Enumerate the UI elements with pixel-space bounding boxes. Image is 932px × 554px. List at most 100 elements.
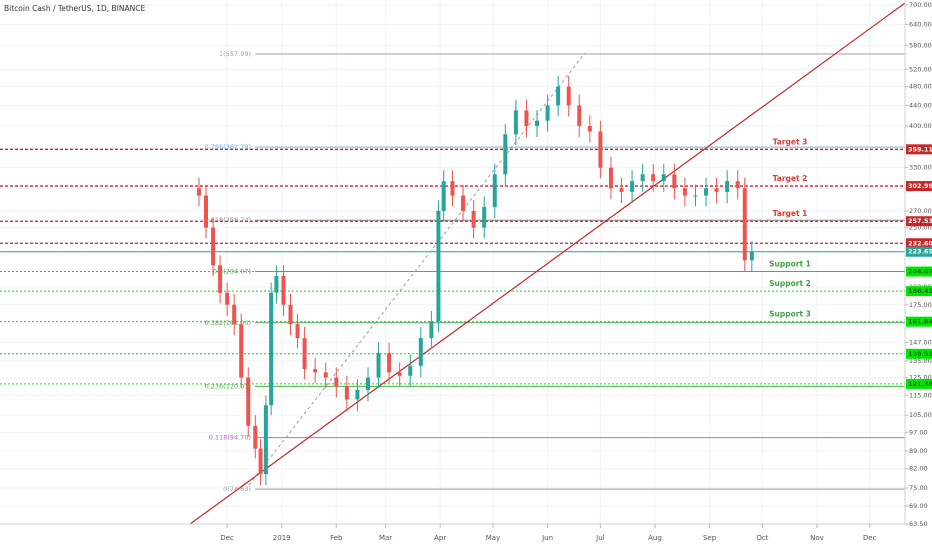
y-tick-label: 330.00 (909, 164, 932, 172)
y-tick-label: 125.00 (909, 374, 932, 382)
candle-body (408, 365, 413, 376)
price-label: 232.60 (908, 239, 932, 247)
candle-body (295, 324, 300, 339)
candle-body (503, 134, 508, 175)
price-label-bg (906, 144, 932, 155)
candle-body (682, 188, 687, 196)
candle-body (513, 110, 518, 135)
candle-body (441, 181, 446, 212)
level-annotation: Target 3 (773, 137, 808, 146)
candle-body (461, 195, 466, 212)
candle-body (482, 207, 487, 228)
fib-trend-line (248, 52, 586, 486)
candle-body (524, 110, 529, 127)
candle-body (545, 105, 550, 121)
levels: 1(557.99) 0.786(362.79) 0.618(258.74) 0.5(2… (0, 50, 905, 493)
candle-body (598, 131, 603, 168)
fib-label: 0.618(258.74) (205, 216, 251, 224)
axes: 700.00 640.00 580.00 520.00 480.00 440.00 400.… (220, 1, 932, 542)
candle-body (355, 390, 360, 400)
candle-body (387, 353, 392, 373)
fib-label: 0.236(120.01) (205, 382, 251, 390)
price-label-bg (906, 316, 932, 327)
y-tick-label: 115.00 (909, 392, 932, 400)
x-tick-label: Apr (434, 534, 446, 542)
fib-label: 1(557.99) (219, 50, 251, 58)
candle-body (258, 448, 263, 475)
candle-body (376, 353, 381, 378)
level-annotation: Support 2 (769, 279, 811, 288)
candle-body (535, 120, 540, 127)
x-tick-label: May (486, 534, 500, 542)
candle-body (471, 211, 476, 228)
price-label: 302.99 (908, 182, 932, 190)
price-label-bg (906, 246, 932, 257)
y-tick-label: 82.00 (909, 465, 928, 473)
candle-body (672, 174, 677, 189)
trend-line (174, 2, 906, 536)
candle-body (630, 181, 635, 192)
candle-body (742, 188, 747, 261)
x-tick-label: Sep (703, 534, 717, 542)
y-tick-label: 580.00 (909, 42, 932, 50)
candle-body (204, 195, 209, 228)
candle-body (640, 174, 645, 182)
candle-body (619, 188, 624, 192)
x-tick-label: Aug (648, 534, 662, 542)
y-tick-label: 400.00 (909, 122, 932, 130)
candle-body (651, 174, 656, 182)
level-annotation: Support 3 (769, 310, 811, 319)
candle-body (714, 188, 719, 192)
candle-body (334, 377, 339, 387)
x-tick-label: Nov (810, 534, 824, 542)
x-tick-label: Jun (541, 534, 553, 542)
fib-label: 0.118(94.70) (209, 434, 251, 442)
candle-body (269, 292, 274, 406)
price-label: 223.65 (908, 248, 932, 256)
candle-body (281, 275, 286, 305)
x-tick-label: Dec (220, 534, 234, 542)
candle-body (263, 405, 268, 475)
y-tick-label: 97.00 (909, 428, 928, 436)
candle-body (344, 386, 349, 400)
y-tick-label: 69.00 (909, 502, 928, 510)
y-tick-label: 270.00 (909, 207, 932, 215)
candle-body (725, 181, 730, 192)
y-tick-label: 440.00 (909, 101, 932, 109)
y-tick-label: 75.00 (909, 484, 928, 492)
price-label: 186.41 (908, 287, 932, 295)
time-axis-bg (0, 524, 905, 550)
price-label: 204.07 (908, 268, 932, 276)
x-tick-label: Oct (756, 534, 768, 542)
candle-body (288, 304, 293, 325)
candle-body (693, 195, 698, 197)
candle-body (577, 105, 582, 127)
price-label-bg (906, 266, 932, 277)
level-annotation: Target 2 (773, 174, 808, 183)
y-tick-label: 520.00 (909, 65, 932, 73)
candle-body (365, 377, 370, 391)
x-tick-label: 2019 (273, 534, 291, 542)
y-tick-label: 250.00 (909, 224, 932, 232)
candle-body (429, 321, 434, 339)
y-tick-label: 640.00 (909, 20, 932, 28)
candle-body (302, 338, 307, 370)
y-tick-label: 105.00 (909, 411, 932, 419)
candle-body (436, 211, 441, 322)
x-tick-label: Dec (863, 534, 877, 542)
price-label-bg (906, 286, 932, 297)
y-tick-label: 700.00 (909, 1, 932, 9)
candle-body (704, 188, 709, 196)
candle-body (418, 338, 423, 366)
level-annotation: Target 1 (773, 209, 808, 218)
candle-body (749, 251, 754, 261)
price-label-bg (906, 348, 932, 359)
candle-body (735, 181, 740, 189)
y-tick-label: 175.00 (909, 301, 932, 309)
candle-body (232, 304, 237, 325)
candle-body (587, 126, 592, 132)
candle-body (450, 181, 455, 196)
chart-title: Bitcoin Cash / TetherUS, 1D, BINANCE (4, 4, 145, 13)
